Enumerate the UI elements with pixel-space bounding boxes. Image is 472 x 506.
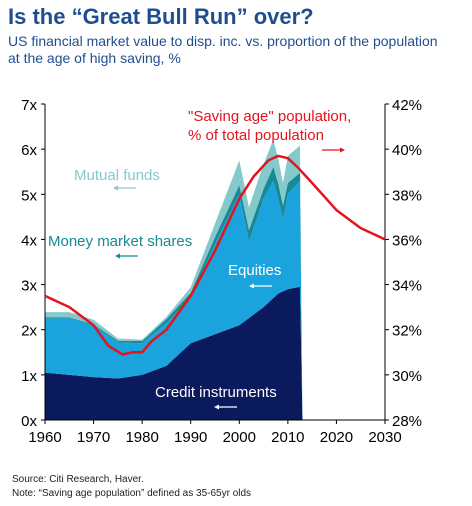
x-tick-label: 1980 — [125, 429, 158, 446]
arrow-equities — [249, 283, 272, 289]
label-equities: Equities — [228, 262, 281, 279]
arrow-credit — [214, 404, 237, 410]
x-tick-label: 1970 — [77, 429, 110, 446]
left-tick-label: 0x — [21, 413, 37, 430]
x-tick-label: 1990 — [174, 429, 207, 446]
arrow-saving-age — [322, 147, 345, 153]
area-mutual-funds — [45, 139, 303, 418]
right-tick-label: 40% — [392, 142, 422, 159]
stacked-areas — [45, 139, 303, 420]
left-tick-label: 4x — [21, 232, 37, 249]
x-tick-label: 2000 — [223, 429, 256, 446]
right-tick-label: 28% — [392, 413, 422, 430]
label-saving-2: % of total population — [188, 127, 324, 144]
chart-area: 0x 1x 2x 3x 4x 5x 6x 7x 28% 30% 32% 34% 36% 38% 40% 42%… — [21, 97, 422, 446]
x-tick-label: 1960 — [28, 429, 61, 446]
x-tick-label: 2010 — [271, 429, 304, 446]
right-tick-label: 34% — [392, 278, 422, 295]
arrow-money-market — [115, 253, 138, 259]
label-saving-1: "Saving age" population, — [188, 108, 351, 125]
right-tick-label: 30% — [392, 368, 422, 385]
area-credit-instruments — [45, 286, 303, 420]
left-tick-label: 3x — [21, 278, 37, 295]
right-tick-label: 42% — [392, 97, 422, 114]
left-tick-label: 5x — [21, 187, 37, 204]
area-equities — [45, 180, 303, 418]
left-tick-label: 1x — [21, 368, 37, 385]
label-mutual-funds: Mutual funds — [74, 167, 160, 184]
saving-age-line — [44, 154, 386, 356]
x-tick-label: 2020 — [320, 429, 353, 446]
area-money-market-shares — [45, 166, 303, 418]
x-tick-label: 2030 — [368, 429, 401, 446]
right-tick-label: 38% — [392, 187, 422, 204]
arrow-mutual-funds — [113, 185, 136, 191]
right-tick-label: 36% — [392, 232, 422, 249]
right-tick-label: 32% — [392, 323, 422, 340]
left-tick-label: 2x — [21, 323, 37, 340]
left-tick-label: 6x — [21, 142, 37, 159]
label-money-market: Money market shares — [48, 233, 192, 250]
axes — [44, 104, 386, 421]
definition-note: Note: “Saving age population” defined as… — [12, 488, 252, 499]
label-credit: Credit instruments — [155, 384, 277, 401]
source-note: Source: Citi Research, Haver. — [12, 474, 144, 485]
chart-subtitle: US financial market value to disp. inc. … — [8, 33, 438, 66]
tick-labels: 0x 1x 2x 3x 4x 5x 6x 7x 28% 30% 32% 34% 36% 38% 40% 42%… — [21, 97, 422, 446]
left-tick-label: 7x — [21, 97, 37, 114]
chart-title: Is the “Great Bull Run” over? — [8, 4, 314, 29]
